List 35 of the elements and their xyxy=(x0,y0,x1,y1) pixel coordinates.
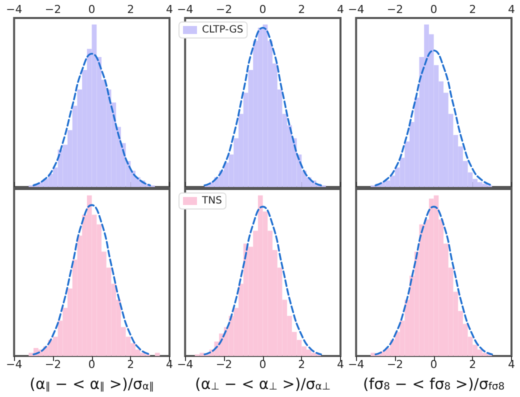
x-tick-label: −4 xyxy=(348,358,364,371)
x-tick-label: −4 xyxy=(6,358,22,371)
x-tick-label: 2 xyxy=(298,358,306,371)
x-tick-label: 4 xyxy=(166,3,173,16)
x-tick-label: 4 xyxy=(337,3,344,16)
x-tick-label: −2 xyxy=(386,358,404,371)
x-tick-label: −4 xyxy=(348,3,364,16)
x-tick-label: −2 xyxy=(44,3,62,16)
x-tick-label: −4 xyxy=(6,3,22,16)
x-axis-title: (α∥ − < α∥ >)/σα∥ xyxy=(30,375,154,393)
x-tick-label: 0 xyxy=(88,358,96,371)
x-tick-label: 2 xyxy=(127,358,134,371)
legend-label: TNS xyxy=(201,196,222,206)
x-tick-label: −2 xyxy=(216,358,232,371)
x-tick-label: 4 xyxy=(337,358,344,371)
x-axis-title: (α⊥ − < α⊥ >)/σα⊥ xyxy=(195,375,331,393)
x-tick-label: 4 xyxy=(508,358,515,371)
x-tick-label: −2 xyxy=(44,358,62,371)
x-tick-label: 4 xyxy=(166,358,173,371)
x-tick-label: 0 xyxy=(259,3,266,16)
x-tick-label: 2 xyxy=(469,3,476,16)
x-tick-label: 0 xyxy=(430,3,438,16)
x-tick-label: 2 xyxy=(127,3,134,16)
x-axis-title: (fσ8 − < fσ8 >)/σfσ8 xyxy=(363,375,505,393)
x-tick-label: −4 xyxy=(177,358,194,371)
legend-label: CLTP-GS xyxy=(202,24,244,36)
x-tick-label: 0 xyxy=(88,3,96,16)
x-tick-label: 2 xyxy=(298,3,306,16)
x-tick-label: 0 xyxy=(430,358,438,371)
x-tick-label: −2 xyxy=(386,3,404,16)
x-tick-label: 2 xyxy=(469,358,476,371)
x-tick-label: 4 xyxy=(508,3,515,16)
x-tick-label: −4 xyxy=(177,3,194,16)
x-tick-label: 0 xyxy=(259,358,266,371)
x-tick-label: −2 xyxy=(216,3,232,16)
